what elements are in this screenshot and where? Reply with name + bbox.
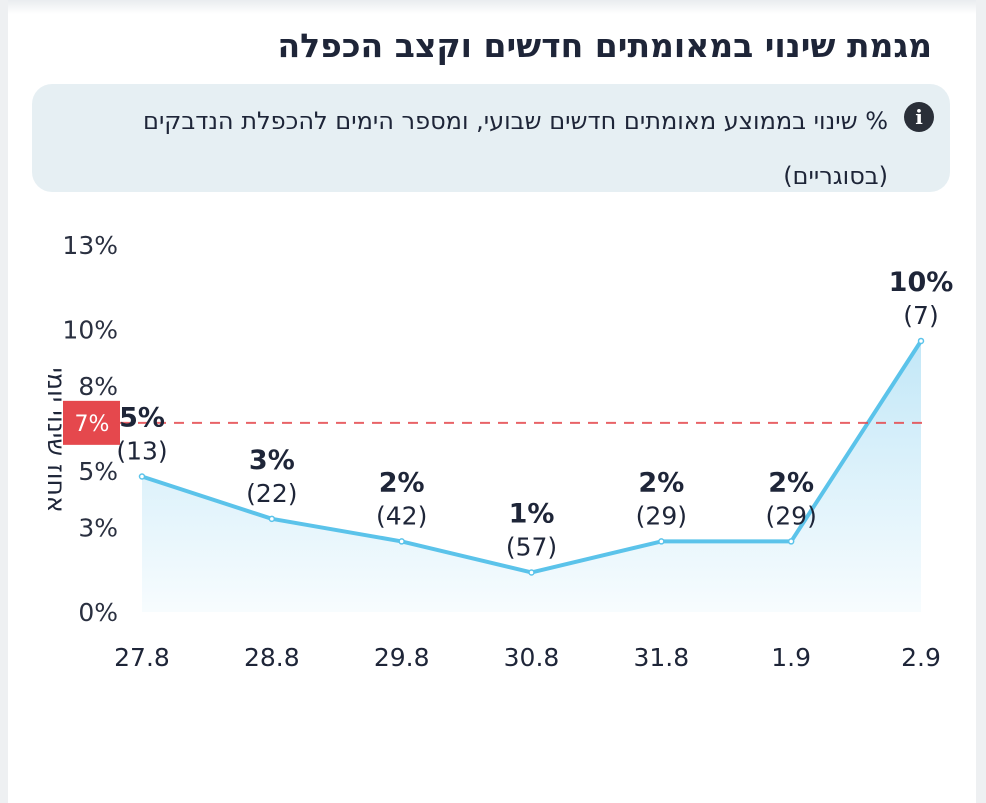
data-label-percent: 1% [509,498,555,529]
info-icon[interactable]: i [904,102,934,132]
chart-subtitle: % שינוי בממוצע מאומתים חדשים שבועי, ומספ… [143,107,888,190]
x-tick-label: 30.8 [504,643,560,672]
data-point [658,538,665,545]
data-point [138,473,146,480]
x-tick-label: 31.8 [633,643,689,672]
chart-card: מגמת שינוי במאומתים חדשים וקצב הכפלה i %… [8,0,976,803]
data-point [528,569,535,576]
data-label-doubling-days: (29) [766,501,817,530]
chart-title: מגמת שינוי במאומתים חדשים וקצב הכפלה [277,26,933,65]
x-tick-label: 29.8 [374,643,430,672]
data-label-doubling-days: (22) [246,479,297,508]
data-label-percent: 2% [768,467,814,498]
data-label-percent: 3% [249,445,295,476]
x-tick-label: 2.9 [901,643,941,672]
data-point [787,538,795,545]
y-tick-label: 13% [62,231,118,260]
x-tick-label: 28.8 [244,643,300,672]
y-tick-label: 10% [62,316,118,345]
data-label-doubling-days: (7) [903,301,938,330]
y-tick-label: 8% [78,372,118,401]
x-tick-label: 27.8 [114,643,170,672]
data-label-percent: 10% [889,267,954,298]
y-tick-label: 3% [78,513,118,542]
data-point [398,538,405,545]
y-tick-label: 0% [78,598,118,627]
data-label-doubling-days: (29) [636,501,687,530]
data-point [268,515,276,523]
data-point [917,337,925,345]
y-tick-label: 5% [78,457,118,486]
data-label-percent: 2% [379,467,425,498]
data-label-percent: 2% [638,467,684,498]
subtitle-box: i % שינוי בממוצע מאומתים חדשים שבועי, ומ… [32,84,950,192]
threshold-badge [63,400,120,445]
y-axis-label: אחוז שינוי יומי [42,367,71,512]
threshold-label: 7% [75,412,110,437]
data-label-percent: 5% [119,402,165,433]
area-fill [142,340,921,612]
data-label-doubling-days: (42) [376,501,427,530]
x-tick-label: 1.9 [771,643,811,672]
data-label-doubling-days: (13) [116,436,167,465]
data-label-doubling-days: (57) [506,532,557,561]
top-bar [8,0,976,14]
